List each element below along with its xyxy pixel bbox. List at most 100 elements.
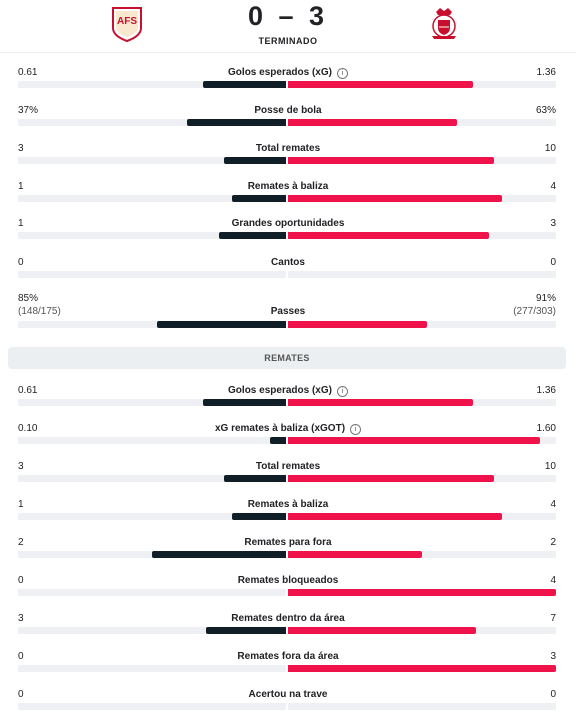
away-value: 63% (536, 104, 556, 117)
away-value: 4 (550, 498, 556, 511)
home-bar-track (18, 703, 286, 710)
match-header: AFS 0 – 3 TERMINADO (0, 0, 576, 52)
stat-label-text: Total remates (255, 143, 321, 154)
stat-row-remates-a-baliza: 1 4 Remates à baliza (0, 498, 576, 536)
stat-label: Total remates (0, 460, 576, 473)
info-icon[interactable]: i (336, 68, 348, 79)
home-bar-track (18, 665, 286, 672)
stat-row-golos-esperados-xg: 0.61 1.36 Golos esperados (xG) i (0, 66, 576, 104)
stat-label-text: Acertou na trave (248, 689, 328, 700)
stat-label-text: Golos esperados (xG) (228, 385, 332, 396)
away-value-text: 4 (550, 499, 556, 510)
match-status: TERMINADO (258, 36, 318, 46)
stat-label: Passes (0, 305, 576, 318)
stat-row-xg-remates-a-baliza-xgot: 0.10 1.60 xG remates à baliza (xGOT) i (0, 422, 576, 460)
info-icon[interactable]: i (336, 386, 348, 397)
home-value-text: 0.61 (18, 385, 38, 396)
away-bar (288, 119, 457, 126)
home-bar-track (18, 232, 286, 239)
away-value: 3 (550, 217, 556, 230)
away-value: 1.36 (537, 384, 556, 397)
match-score: 0 – 3 (247, 1, 329, 31)
away-value-text: 7 (550, 613, 556, 624)
home-bar-track (18, 513, 286, 520)
home-bar-track (18, 271, 286, 278)
stat-label: Remates bloqueados (0, 574, 576, 587)
home-team-crest-icon[interactable]: AFS (110, 6, 144, 42)
stat-label-text: Remates dentro da área (231, 613, 345, 624)
away-bar (288, 399, 473, 406)
home-value-detail: (148/175) (18, 306, 61, 317)
stat-label-text: Remates à baliza (247, 499, 329, 510)
stat-label-text: Remates para fora (244, 537, 332, 548)
home-value-text: 0 (18, 575, 24, 586)
away-value-text: 1.60 (536, 423, 556, 434)
home-value: 0 (18, 650, 24, 663)
stat-row-remates-dentro-da-area: 3 7 Remates dentro da área (0, 612, 576, 650)
away-bar-track (288, 321, 556, 328)
home-value-text: 0.10 (18, 423, 38, 434)
stat-label: xG remates à baliza (xGOT) i (0, 422, 576, 435)
home-value: 3 (18, 142, 24, 155)
home-bar-track (18, 157, 286, 164)
section-header-remates: REMATES (8, 347, 566, 369)
away-value-text: 2 (550, 537, 556, 548)
away-bar-track (288, 437, 556, 444)
stat-label: Remates dentro da área (0, 612, 576, 625)
away-value-text: 3 (550, 218, 556, 229)
away-bar-track (288, 399, 556, 406)
away-bar-track (288, 665, 556, 672)
stat-row-remates-bloqueados: 0 4 Remates bloqueados (0, 574, 576, 612)
home-bar-track (18, 589, 286, 596)
home-value: 0 (18, 574, 24, 587)
home-bar-track (18, 475, 286, 482)
away-value-text: 1.36 (536, 385, 556, 396)
stat-label-text: Posse de bola (254, 105, 322, 116)
stat-row-remates-fora-da-area: 0 3 Remates fora da área (0, 650, 576, 688)
away-value-text: 10 (544, 461, 556, 472)
away-bar (288, 589, 556, 596)
stat-label: Remates fora da área (0, 650, 576, 663)
stat-label-text: Remates à baliza (247, 181, 329, 192)
away-value-text: 91% (535, 293, 556, 304)
home-bar (232, 195, 286, 202)
away-value: 91% (277/303) (513, 292, 556, 318)
away-bar (288, 665, 556, 672)
home-bar (219, 232, 286, 239)
home-value-text: 0 (18, 689, 24, 700)
stat-label: Golos esperados (xG) i (0, 66, 576, 79)
away-bar-track (288, 513, 556, 520)
home-bar-track (18, 195, 286, 202)
away-bar-track (288, 627, 556, 634)
stat-row-golos-esperados-xg: 0.61 1.36 Golos esperados (xG) i (0, 384, 576, 422)
home-value: 0 (18, 688, 24, 701)
away-value: 10 (545, 460, 556, 473)
away-value: 3 (550, 650, 556, 663)
header-divider (0, 52, 576, 53)
home-value-text: 3 (18, 143, 24, 154)
away-bar-track (288, 119, 556, 126)
home-value: 2 (18, 536, 24, 549)
stat-row-acertou-na-trave: 0 0 Acertou na trave (0, 688, 576, 720)
away-bar-track (288, 271, 556, 278)
home-value-text: 0 (18, 257, 24, 268)
away-value: 4 (550, 180, 556, 193)
stat-label-text: Cantos (271, 257, 305, 268)
away-bar (288, 627, 476, 634)
stat-row-grandes-oportunidades: 1 3 Grandes oportunidades (0, 217, 576, 255)
away-team-crest-icon[interactable] (427, 6, 461, 42)
home-bar (206, 627, 286, 634)
home-value: 0.61 (18, 384, 37, 397)
home-value: 1 (18, 180, 24, 193)
info-icon[interactable]: i (350, 424, 362, 435)
home-bar (224, 475, 286, 482)
stat-label-text: Remates bloqueados (237, 575, 339, 586)
away-value: 0 (550, 688, 556, 701)
away-bar (288, 475, 494, 482)
home-bar-track (18, 81, 286, 88)
stat-row-total-remates: 3 10 Total remates (0, 460, 576, 498)
home-bar-track (18, 551, 286, 558)
home-bar-track (18, 119, 286, 126)
away-bar-track (288, 157, 556, 164)
stat-row-posse-de-bola: 37% 63% Posse de bola (0, 104, 576, 142)
